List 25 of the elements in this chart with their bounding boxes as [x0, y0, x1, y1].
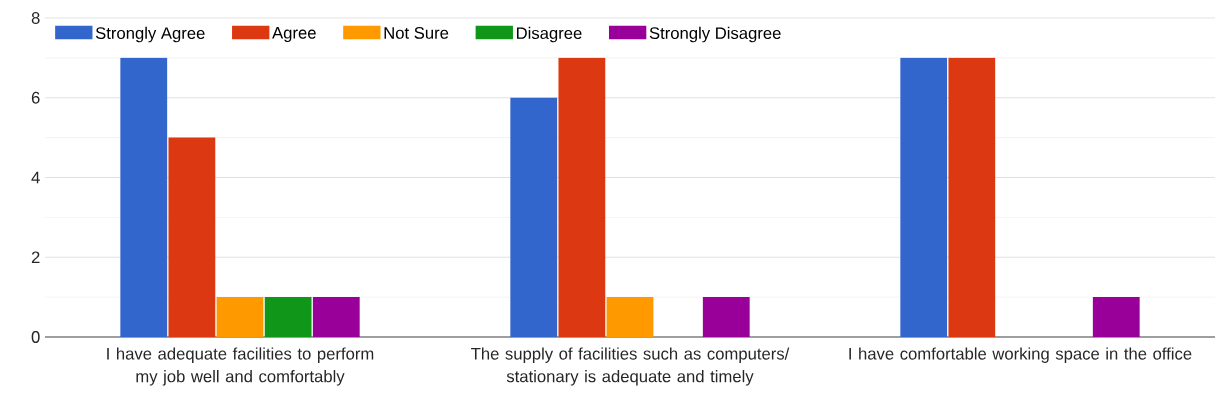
- bar: [216, 297, 264, 337]
- x-tick-label: The supply of facilities such as computers/ stationary is adequate and timely: [471, 347, 790, 386]
- bar: [900, 57, 948, 337]
- y-tick-label: 4: [31, 171, 40, 184]
- y-tick-label: 6: [31, 91, 40, 104]
- bar: [702, 297, 750, 337]
- y-tick-label: 8: [31, 12, 40, 24]
- bar: [510, 97, 558, 337]
- bar: [558, 57, 606, 337]
- x-tick-label: I have comfortable working space in the office: [849, 347, 1192, 363]
- legend-label: Disagree: [516, 26, 582, 43]
- x-tick-label: I have adequate facilities to perform my job well and comfortably: [107, 347, 374, 386]
- legend-label: Agree: [272, 27, 316, 43]
- legend-label: Strongly Agree: [95, 26, 205, 43]
- bar: [606, 297, 654, 337]
- y-tick-label: 0: [31, 331, 40, 343]
- bar: [1092, 297, 1140, 337]
- bar: [120, 57, 168, 337]
- legend-label: Strongly Disagree: [649, 26, 781, 43]
- bar: [168, 137, 216, 337]
- bar: [312, 297, 360, 337]
- bar: [948, 57, 996, 337]
- legend-label: Not Sure: [384, 27, 449, 39]
- y-tick-label: 2: [31, 251, 40, 264]
- bar: [264, 297, 312, 337]
